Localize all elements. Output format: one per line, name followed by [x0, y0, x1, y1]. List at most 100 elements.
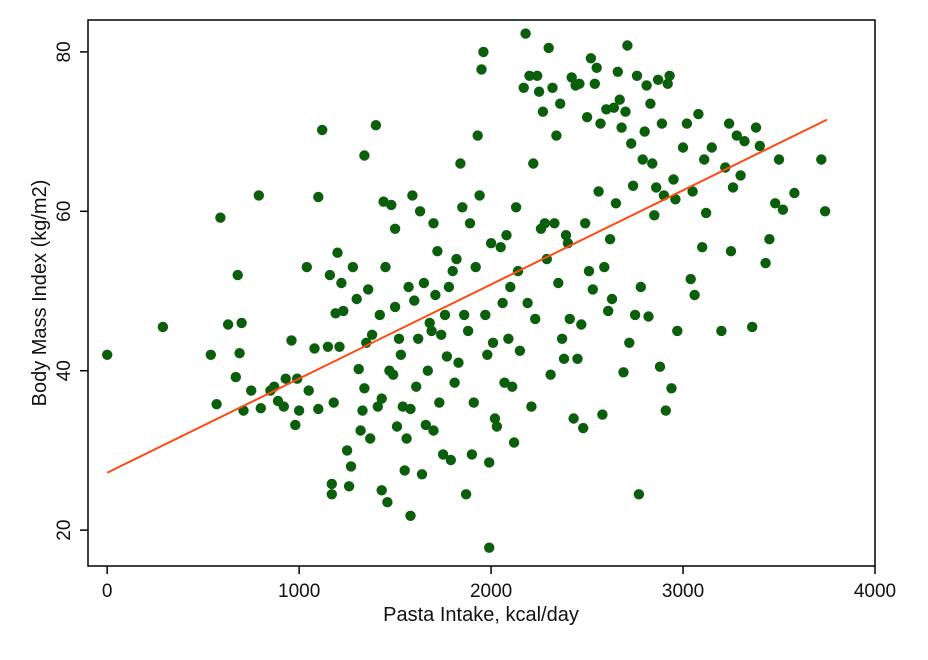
data-point	[668, 174, 679, 185]
data-point	[620, 106, 631, 117]
data-point	[664, 70, 675, 82]
data-point	[522, 297, 533, 309]
data-point	[487, 337, 499, 348]
data-point	[439, 309, 451, 321]
data-point	[317, 124, 328, 136]
data-point	[457, 202, 468, 213]
data-point	[357, 405, 368, 416]
data-point	[334, 341, 345, 352]
data-point	[608, 102, 620, 113]
data-point	[338, 305, 349, 317]
y-axis: 20 40 60 80	[54, 41, 88, 541]
data-point	[624, 337, 635, 348]
data-point	[685, 273, 696, 285]
data-point	[580, 218, 591, 229]
data-point	[597, 409, 608, 420]
x-tick-label: 0	[102, 581, 113, 602]
data-point	[635, 281, 646, 293]
data-point	[631, 70, 643, 82]
data-point	[629, 309, 641, 321]
data-point	[418, 277, 430, 289]
data-point	[731, 130, 742, 141]
data-point	[482, 349, 493, 360]
data-point	[545, 369, 556, 380]
data-point	[499, 377, 510, 388]
data-point	[462, 325, 474, 337]
data-point	[558, 353, 570, 364]
data-point	[395, 349, 407, 360]
data-point	[355, 425, 366, 436]
data-point	[286, 335, 297, 346]
data-point	[706, 142, 717, 153]
data-point	[205, 349, 216, 360]
data-point	[386, 199, 397, 211]
data-point	[764, 234, 775, 245]
data-point	[451, 253, 462, 265]
data-point	[599, 261, 610, 273]
data-point	[413, 333, 424, 344]
x-tick-label: 1000	[278, 581, 320, 602]
data-point	[278, 401, 289, 412]
data-point	[359, 383, 370, 394]
data-point	[716, 325, 727, 337]
data-point	[437, 449, 449, 460]
data-point	[662, 78, 673, 90]
data-point	[389, 301, 401, 313]
data-point	[215, 212, 226, 223]
data-point	[293, 405, 305, 416]
data-point	[445, 454, 456, 466]
data-point	[290, 419, 301, 431]
data-point	[485, 238, 497, 249]
data-point	[627, 180, 639, 191]
data-point	[585, 53, 597, 64]
y-tick-label: 20	[54, 520, 75, 541]
data-point	[725, 246, 737, 257]
data-point	[645, 98, 656, 109]
data-point	[449, 377, 460, 388]
data-point	[739, 136, 750, 147]
data-point	[618, 367, 629, 378]
data-point	[478, 46, 489, 58]
data-point	[407, 190, 418, 201]
x-tick-label: 3000	[662, 581, 704, 602]
data-point	[324, 269, 336, 281]
data-point	[693, 108, 704, 120]
data-point	[255, 403, 266, 414]
data-point	[432, 246, 443, 257]
data-point	[341, 445, 353, 456]
data-point	[405, 403, 416, 415]
data-point	[687, 186, 698, 197]
data-point	[549, 218, 560, 229]
data-point	[343, 481, 355, 492]
data-point	[351, 293, 362, 305]
data-point	[409, 295, 420, 306]
data-point	[405, 510, 416, 521]
data-point	[556, 333, 568, 344]
data-point	[422, 365, 433, 376]
data-point	[353, 363, 364, 375]
data-point	[591, 62, 602, 73]
data-point	[533, 86, 545, 97]
data-point	[382, 497, 393, 508]
data-point	[363, 284, 374, 295]
data-point	[576, 319, 587, 330]
data-point	[543, 42, 554, 54]
data-point	[326, 478, 337, 490]
data-point	[420, 419, 431, 431]
y-tick-label: 80	[54, 41, 75, 62]
data-point	[359, 150, 370, 161]
data-point	[491, 421, 503, 432]
data-point	[539, 218, 550, 229]
data-point	[232, 269, 243, 281]
data-point	[773, 154, 785, 165]
data-point	[606, 293, 618, 305]
data-point	[672, 325, 683, 337]
data-point	[530, 313, 541, 325]
data-point	[681, 118, 693, 129]
data-point	[652, 74, 664, 86]
data-point	[157, 321, 169, 333]
data-point	[641, 80, 652, 91]
data-point	[770, 198, 781, 209]
data-point	[489, 413, 501, 424]
data-point	[505, 281, 516, 293]
